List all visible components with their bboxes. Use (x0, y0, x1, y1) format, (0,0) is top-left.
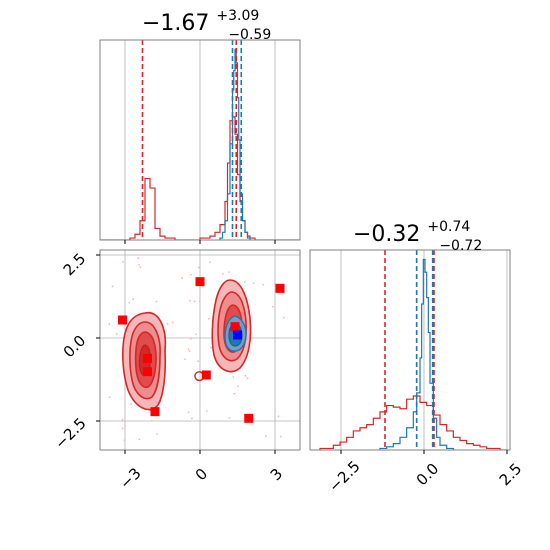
xtick-c-2: 2.5 (496, 460, 526, 490)
sample-dot (188, 350, 191, 353)
ticks-bottom-right (340, 450, 508, 454)
sample-dot (166, 322, 169, 325)
sample-dot (207, 317, 210, 320)
title-top-left: −1.67 +3.09 −0.59 (142, 1, 271, 43)
sample-dot (139, 266, 142, 269)
histogram-bottom-right (319, 258, 507, 450)
marker-2 (143, 367, 152, 377)
sample-dot (233, 392, 236, 395)
sample-dot (189, 299, 191, 302)
sample-dot (121, 427, 124, 430)
sample-dot (282, 316, 285, 319)
sample-dot (198, 300, 201, 303)
title-bottom-right: −0.32 +0.74 −0.72 (353, 212, 482, 254)
marker-6 (230, 322, 240, 332)
sample-dot (237, 385, 240, 388)
xtick-c-1: 0.0 (413, 460, 443, 490)
sample-dot (210, 346, 213, 349)
truth-markers (118, 277, 285, 423)
sample-dot (111, 285, 114, 288)
sample-dot (187, 411, 190, 414)
ytick-b-1: 0.0 (60, 332, 90, 362)
quantile-lines-top-left (141, 40, 243, 240)
hist-series-0 (100, 116, 300, 240)
quantile-lines-bottom-right (384, 250, 435, 450)
sample-dot (191, 417, 193, 420)
sample-dot (205, 409, 208, 412)
xtick-b-1: 0 (192, 465, 211, 484)
sample-dot (244, 374, 247, 377)
xtick-b-2: 3 (267, 465, 286, 484)
xtick-c-0: −2.5 (325, 457, 363, 495)
sample-dot (272, 305, 274, 308)
hist-series-1 (379, 258, 454, 450)
sample-dot (197, 360, 200, 363)
sample-dot (187, 348, 190, 351)
sample-dot (277, 415, 280, 418)
sample-dot (137, 257, 140, 260)
sample-dot (122, 260, 124, 263)
sample-dot (138, 438, 141, 441)
grid-top-left (124, 40, 276, 240)
xtick-b-0: −3 (116, 464, 144, 492)
sample-dot (132, 298, 134, 301)
sample-dot (209, 261, 211, 264)
sample-dot (156, 433, 158, 435)
sample-dot (262, 283, 265, 286)
sample-dot (228, 417, 231, 419)
sample-dot (279, 435, 282, 438)
panel-top-left: −1.67 +3.09 −0.59 (99, 1, 301, 244)
sample-dot (123, 439, 126, 442)
marker-5 (201, 370, 211, 380)
ytick-b-0: 2.5 (60, 250, 90, 280)
marker-0 (118, 315, 127, 325)
ytick-b-2: −2.5 (51, 414, 89, 452)
sample-dot (128, 301, 131, 304)
sample-dot (184, 358, 187, 361)
marker-9 (233, 330, 242, 340)
sample-dot (130, 403, 132, 405)
sample-dot (108, 396, 111, 399)
marker-7 (244, 413, 254, 423)
panel-bottom-left: −3 0 3 2.5 0.0 −2.5 (51, 249, 301, 493)
sample-dot (243, 281, 246, 284)
sample-dot (115, 332, 118, 335)
sample-dot (193, 300, 196, 303)
grid-bottom-right (340, 250, 508, 450)
sample-dot (221, 272, 224, 275)
sample-dot (181, 277, 184, 279)
sample-dot (138, 263, 140, 266)
marker-4 (195, 277, 205, 287)
marker-3 (150, 407, 160, 417)
sample-dot (171, 321, 174, 324)
sample-dot (189, 273, 192, 276)
sample-dot (246, 377, 249, 380)
hist-series-0 (319, 395, 507, 450)
sample-dot (265, 435, 267, 438)
sample-dot (108, 323, 111, 326)
ticks-top-left (124, 240, 276, 244)
sample-dot (197, 266, 200, 269)
panel-bottom-right: −2.5 0.0 2.5 −0.32 +0.74 −0.72 (309, 212, 526, 496)
sample-dot (190, 337, 192, 340)
ticks-bottom-left (96, 254, 276, 454)
sample-dot (155, 300, 158, 303)
sample-dot (252, 282, 255, 285)
sample-dot (228, 271, 230, 273)
marker-8 (275, 283, 285, 293)
sample-dot (151, 419, 153, 422)
grid-bottom-left (100, 250, 300, 450)
sample-dot (121, 418, 124, 421)
sample-dot (195, 333, 197, 336)
marker-1 (143, 353, 152, 363)
sample-dot (232, 376, 235, 378)
